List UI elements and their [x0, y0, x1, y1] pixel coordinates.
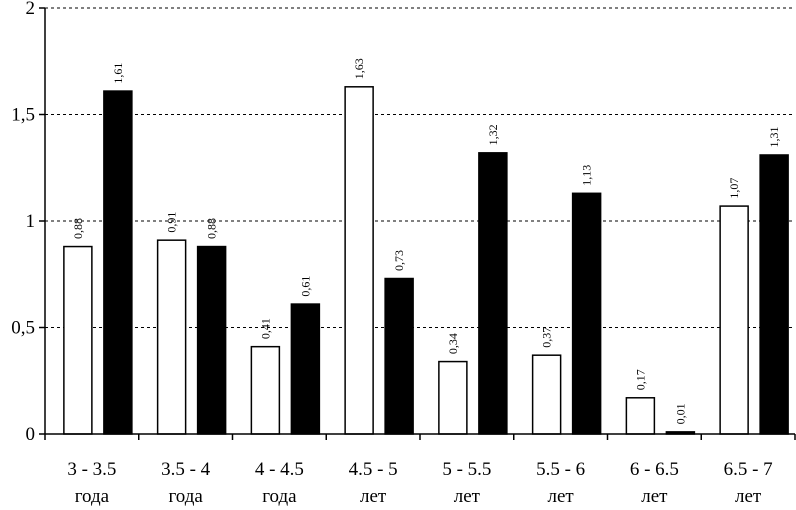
data-label: 1,07	[727, 178, 741, 199]
bar-series-1	[156, 239, 187, 435]
x-tick-label: 3.5 - 4	[161, 459, 211, 480]
bar-series-2	[384, 277, 414, 435]
y-tick-label: 1,5	[11, 105, 35, 126]
bars	[63, 86, 789, 435]
data-label: 0,88	[71, 218, 85, 239]
y-tick-label: 0	[26, 424, 36, 445]
data-label: 0,01	[673, 403, 687, 424]
data-label: 1,63	[352, 58, 366, 79]
bar-series-2	[759, 154, 789, 435]
bar-series-2	[478, 152, 508, 435]
x-tick-label: лет	[641, 486, 668, 507]
x-tick-label: лет	[360, 486, 387, 507]
data-label: 1,61	[111, 63, 125, 84]
y-tick-label: 2	[26, 0, 36, 19]
bar-series-1	[344, 86, 374, 435]
x-tick-label: 5.5 - 6	[536, 459, 585, 480]
bar-series-2	[571, 192, 602, 435]
x-tick-label: 4 - 4.5	[255, 459, 304, 480]
x-tick-label: лет	[454, 486, 481, 507]
data-label: 0,88	[205, 218, 219, 239]
x-tick-label: 6.5 - 7	[724, 459, 773, 480]
data-label: 0,17	[633, 369, 647, 390]
y-tick-label: 0,5	[11, 318, 35, 339]
x-tick-label: 4.5 - 5	[349, 459, 398, 480]
bar-series-2	[103, 90, 133, 435]
bar-series-1	[250, 345, 281, 435]
x-tick-label: 5 - 5.5	[442, 459, 491, 480]
data-label: 0,37	[540, 327, 554, 348]
x-tick-label: 6 - 6.5	[630, 459, 679, 480]
data-label: 1,13	[580, 165, 594, 186]
data-label: 0,91	[165, 212, 179, 233]
bar-series-1	[625, 397, 656, 435]
data-label: 0,34	[446, 333, 460, 354]
bar-series-2	[196, 245, 227, 435]
x-tick-label: года	[75, 486, 110, 507]
bar-series-1	[438, 360, 468, 435]
x-tick-label: года	[168, 486, 203, 507]
data-label: 1,32	[486, 124, 500, 145]
bar-series-1	[719, 205, 749, 435]
x-tick-label: 3 - 3.5	[67, 459, 116, 480]
bar-series-2	[290, 303, 321, 435]
axes	[39, 7, 796, 440]
labels: 0,88 1,61 3 - 3.5 года 0,91 0,88 3.5 - 4 года 0,…	[11, 0, 781, 507]
grid-lines	[45, 7, 795, 328]
x-tick-label: лет	[735, 486, 762, 507]
data-label: 0,41	[258, 318, 272, 339]
bar-series-1	[531, 354, 562, 435]
data-label: 1,31	[767, 126, 781, 147]
y-tick-label: 1	[26, 211, 36, 232]
data-label: 0,61	[298, 276, 312, 297]
data-label: 0,73	[392, 250, 406, 271]
x-tick-label: лет	[548, 486, 575, 507]
x-tick-label: года	[262, 486, 297, 507]
bar-series-1	[63, 245, 93, 435]
